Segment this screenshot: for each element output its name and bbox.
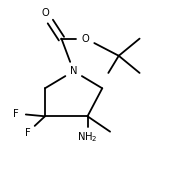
Text: NH$_2$: NH$_2$ [77, 130, 98, 144]
Text: N: N [70, 66, 77, 76]
Text: O: O [41, 8, 49, 18]
Text: F: F [25, 128, 30, 138]
Text: F: F [13, 109, 19, 119]
Text: O: O [82, 34, 90, 44]
